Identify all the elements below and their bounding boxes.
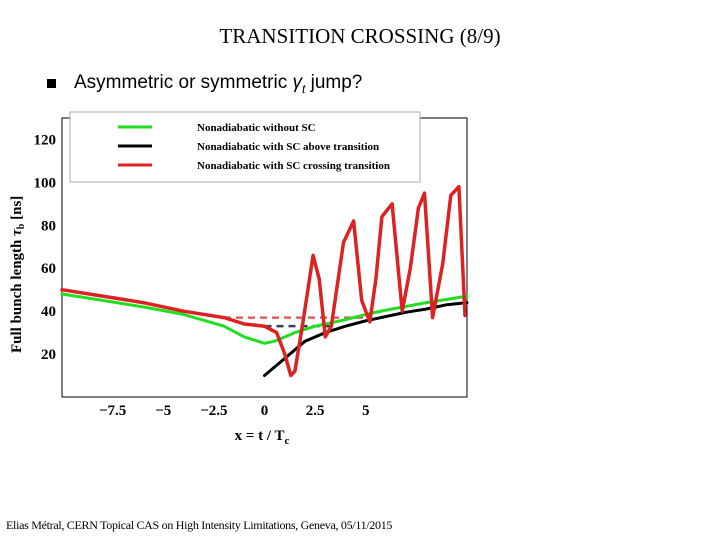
x-tick-label: −2.5 <box>200 403 227 419</box>
y-axis-label-tau: τ <box>9 228 25 236</box>
y-tick-label: 20 <box>41 347 56 363</box>
bullet-point: Asymmetric or symmetric γt jump? <box>47 72 362 96</box>
bullet-text: Asymmetric or symmetric γt jump? <box>74 72 362 96</box>
series-line-1 <box>60 292 469 345</box>
bullet-gamma-sub: t <box>302 81 306 96</box>
legend-entry: Nonadiabatic with SC crossing transition <box>197 160 390 172</box>
y-axis-label: Full bunch length τb [ns] <box>9 196 27 353</box>
bullet-prefix: Asymmetric or symmetric <box>74 72 293 93</box>
x-axis-label-sub: c <box>285 435 290 447</box>
y-axis-label-unit: [ns] <box>9 196 25 224</box>
x-axis-label-main: x = t / T <box>235 428 285 444</box>
x-axis-label: x = t / Tc <box>235 428 290 447</box>
legend-entry: Nonadiabatic without SC <box>197 122 316 134</box>
y-tick-label: 60 <box>41 261 56 277</box>
series-line-3 <box>60 184 467 378</box>
y-tick-label: 40 <box>41 304 56 320</box>
y-axis-label-main: Full bunch length <box>9 236 25 353</box>
y-tick-label: 100 <box>34 175 57 191</box>
bunch-length-chart: Nonadiabatic without SC Nonadiabatic with… <box>9 111 469 447</box>
legend: Nonadiabatic without SC Nonadiabatic with… <box>69 111 421 183</box>
x-tick-label: −7.5 <box>99 403 126 419</box>
series-lines <box>60 184 469 378</box>
bullet-gamma: γ <box>292 72 303 93</box>
slide-footer: Elias Métral, CERN Topical CAS on High I… <box>6 518 393 532</box>
x-tick-label: 5 <box>362 403 370 419</box>
slide-title: TRANSITION CROSSING (8/9) <box>219 24 501 48</box>
bullet-suffix: jump? <box>305 72 363 93</box>
y-tick-label: 80 <box>41 218 56 234</box>
y-axis-label-sub: b <box>16 223 27 229</box>
bullet-square-icon <box>47 79 56 89</box>
y-tick-label: 120 <box>34 132 57 148</box>
x-tick-label: −5 <box>155 403 171 419</box>
x-tick-label: 2.5 <box>306 403 325 419</box>
legend-entry: Nonadiabatic with SC above transition <box>197 141 379 153</box>
tick-labels: −7.5 −5 −2.5 0 2.5 5 20 40 60 80 100 120 <box>34 132 370 419</box>
x-tick-label: 0 <box>261 403 269 419</box>
